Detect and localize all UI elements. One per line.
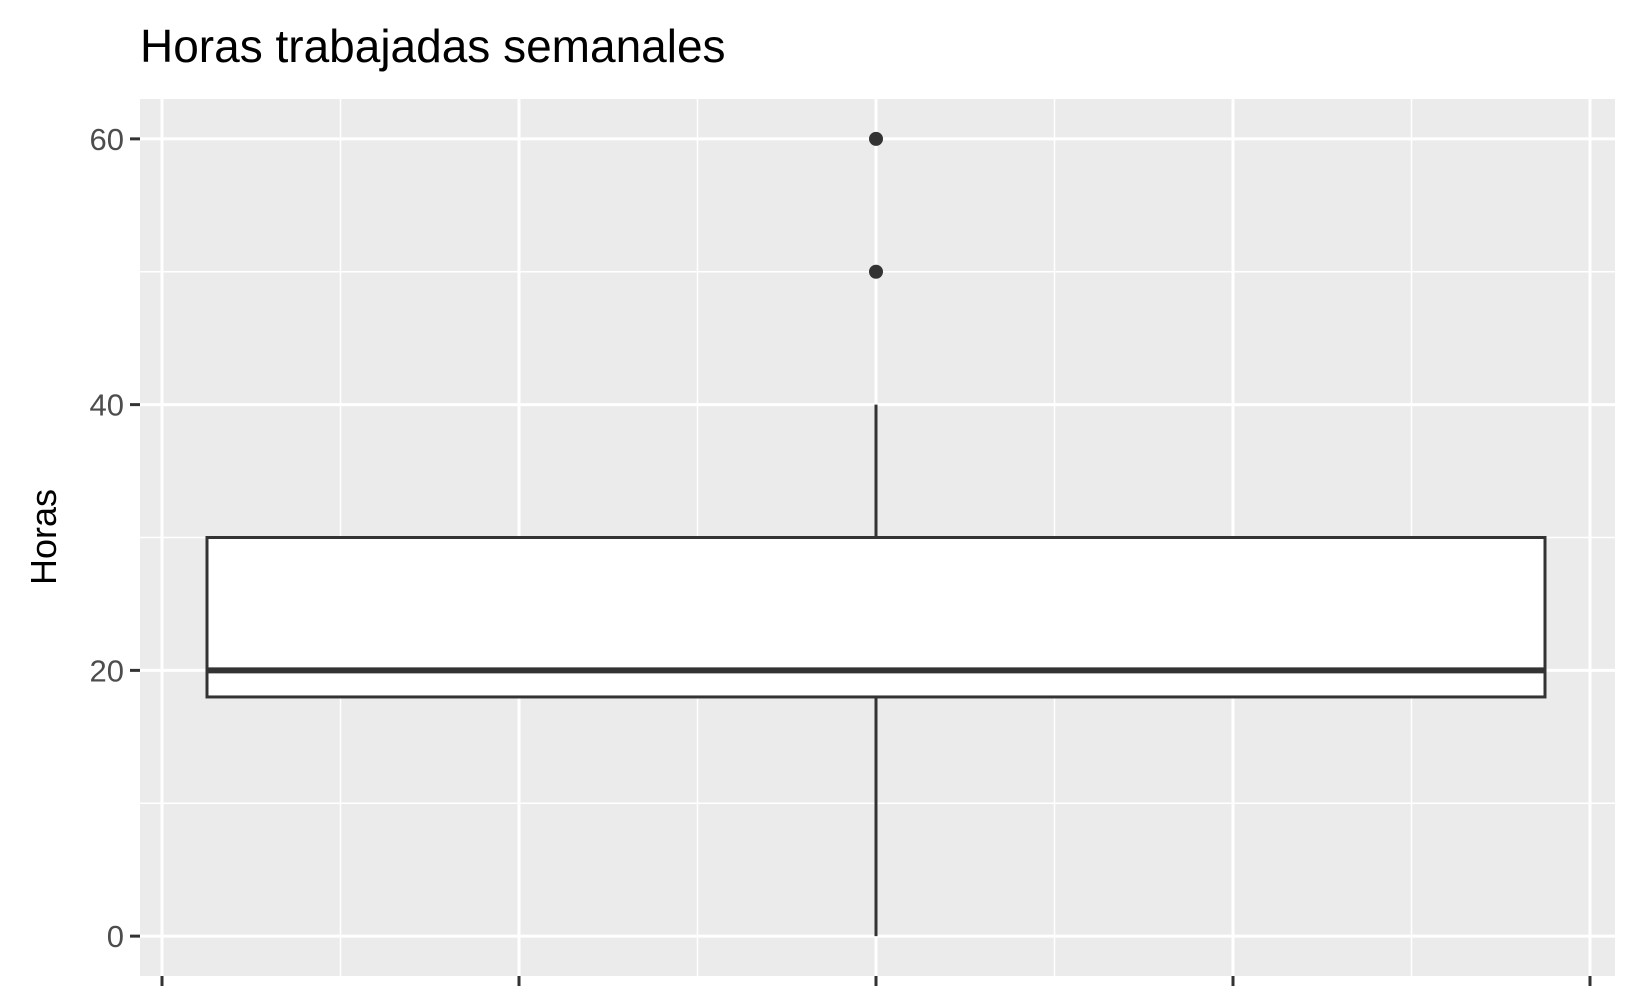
y-axis: 0 20 40 60 xyxy=(90,122,140,954)
outlier-point xyxy=(869,131,883,146)
y-tick-label: 20 xyxy=(90,653,124,688)
y-tick-label: 60 xyxy=(90,122,124,157)
y-axis-title: Horas xyxy=(23,489,64,585)
y-tick-label: 0 xyxy=(107,919,124,954)
y-tick-label: 40 xyxy=(90,388,124,423)
box-and-whisker xyxy=(205,131,1547,937)
x-axis xyxy=(160,976,1592,986)
chart-title: Horas trabajadas semanales xyxy=(140,20,726,72)
outlier-point xyxy=(869,264,883,279)
